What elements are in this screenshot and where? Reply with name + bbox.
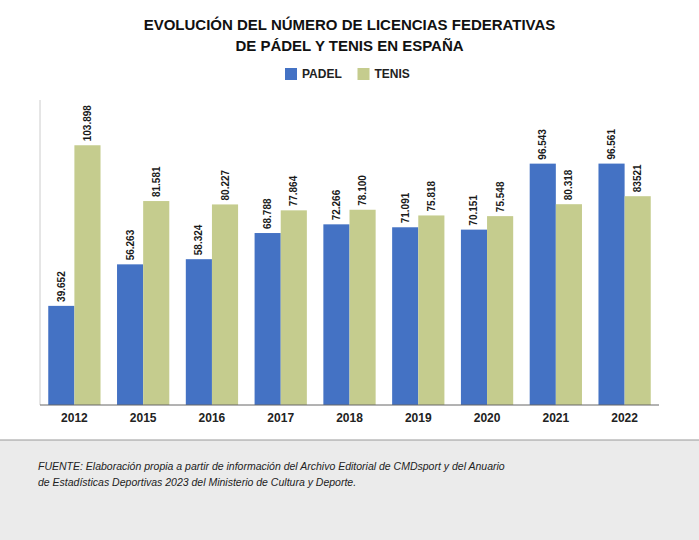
bar xyxy=(48,306,74,405)
x-tick-label: 2019 xyxy=(405,411,432,425)
bar xyxy=(323,224,349,405)
data-label: 75.548 xyxy=(495,181,506,212)
x-tick-label: 2022 xyxy=(611,411,638,425)
data-label: 81.581 xyxy=(151,166,162,197)
data-label: 80.227 xyxy=(220,169,231,200)
footer-note-line: FUENTE: Elaboración propia a partir de i… xyxy=(38,460,505,472)
x-tick-label: 2018 xyxy=(336,411,363,425)
data-label: 58.324 xyxy=(193,224,204,255)
data-label: 80.318 xyxy=(563,169,574,200)
data-label: 77.864 xyxy=(288,175,299,206)
subtitle: DE PÁDEL Y TENIS EN ESPAÑA xyxy=(235,37,463,54)
bar xyxy=(74,145,100,405)
bar xyxy=(418,215,444,405)
bar xyxy=(212,204,238,405)
bar xyxy=(530,164,556,405)
data-label: 70.151 xyxy=(468,195,479,226)
x-axis-line xyxy=(40,405,659,406)
bar xyxy=(117,264,143,405)
chart: EVOLUCIÓN DEL NÚMERO DE LICENCIAS FEDERA… xyxy=(0,0,699,540)
footer-background xyxy=(0,440,699,540)
bar xyxy=(281,210,307,405)
title: EVOLUCIÓN DEL NÚMERO DE LICENCIAS FEDERA… xyxy=(144,16,556,33)
x-tick-label: 2016 xyxy=(199,411,226,425)
bar xyxy=(487,216,513,405)
data-label: 103.898 xyxy=(82,105,93,142)
legend-label: PADEL xyxy=(302,67,342,81)
legend-swatch xyxy=(358,68,370,80)
footer-note-line: de Estadísticas Deportivas 2023 del Mini… xyxy=(38,476,356,488)
data-label: 39.652 xyxy=(56,271,67,302)
bar xyxy=(143,201,169,405)
bar xyxy=(625,196,651,405)
x-tick-label: 2021 xyxy=(542,411,569,425)
legend-label: TENIS xyxy=(375,67,410,81)
data-label: 71.091 xyxy=(400,192,411,223)
legend: PADEL TENIS xyxy=(285,67,410,81)
bar xyxy=(556,204,582,405)
bar xyxy=(186,259,212,405)
data-label: 83521 xyxy=(632,164,643,192)
bar xyxy=(392,227,418,405)
x-tick-label: 2020 xyxy=(474,411,501,425)
footer-separator xyxy=(0,440,699,441)
x-tick-label: 2015 xyxy=(130,411,157,425)
bar xyxy=(350,210,376,405)
y-axis-line xyxy=(40,100,41,405)
data-label: 56.263 xyxy=(125,229,136,260)
data-label: 75.818 xyxy=(426,180,437,211)
bar xyxy=(461,230,487,405)
footer-note: FUENTE: Elaboración propia a partir de i… xyxy=(38,460,505,488)
x-tick-label: 2017 xyxy=(267,411,294,425)
x-tick-label: 2012 xyxy=(61,411,88,425)
data-label: 78.100 xyxy=(357,175,368,206)
legend-swatch xyxy=(285,68,297,80)
data-label: 72.266 xyxy=(331,189,342,220)
bar xyxy=(598,164,624,405)
bar xyxy=(255,233,281,405)
bars xyxy=(48,145,650,405)
data-labels: 39.652 103.898 56.263 81.581 58.324 80.227 68.… xyxy=(56,105,643,302)
data-label: 96.561 xyxy=(606,129,617,160)
data-label: 68.788 xyxy=(262,198,273,229)
data-label: 96.543 xyxy=(537,129,548,160)
